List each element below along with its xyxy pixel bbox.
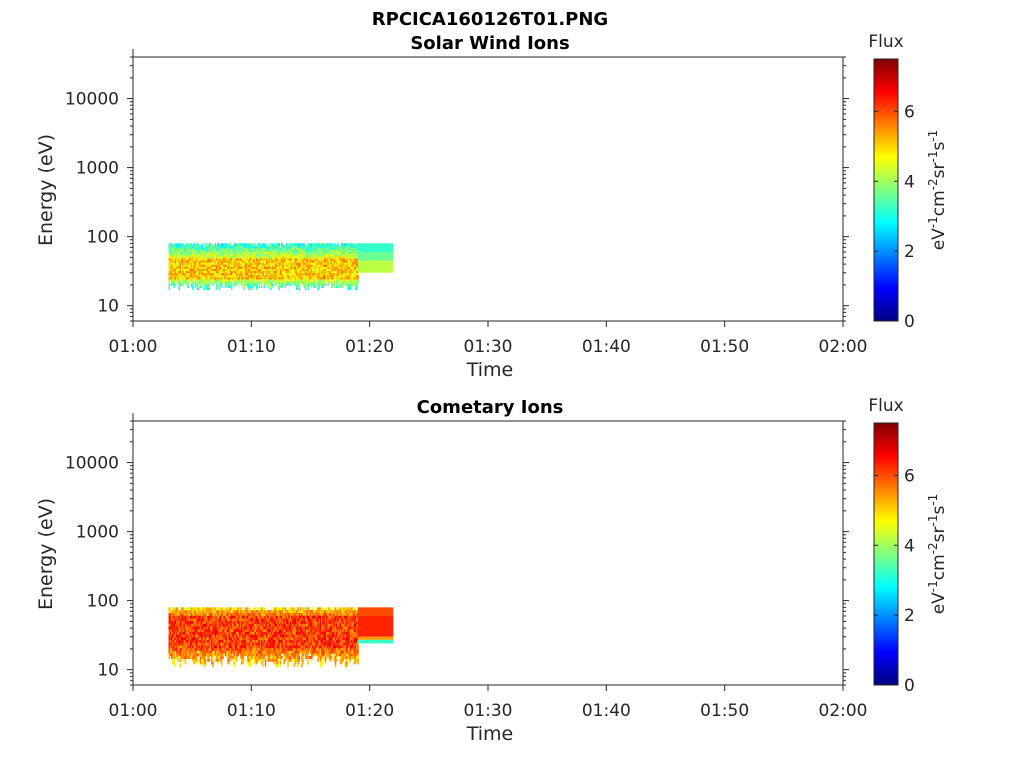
colorbar-tick-label: 2 [904, 606, 915, 626]
y-tick-label: 1000 [76, 159, 119, 179]
x-axis: 01:00 01:10 01:20 01:30 01:40 01:50 02:00 [109, 321, 868, 357]
x-axis: 01:00 01:10 01:20 01:30 01:40 01:50 02:00 [109, 685, 868, 721]
flux-band [357, 260, 394, 273]
panel-title: Solar Wind Ions [410, 33, 569, 54]
y-tick-label: 10000 [65, 90, 119, 110]
flux-band [357, 639, 394, 644]
colorbar-tick-label: 4 [904, 172, 915, 192]
flux-band [357, 607, 394, 616]
colorbar-gradient [873, 58, 899, 322]
x-tick-label: 01:40 [582, 701, 631, 721]
colorbar-tick-label: 0 [904, 312, 915, 332]
x-axis-label: Time [466, 723, 514, 745]
y-tick-label: 100 [87, 592, 119, 612]
y-tick-label: 100 [87, 228, 119, 248]
colorbar-title: Flux [868, 32, 903, 52]
x-tick-label: 01:50 [700, 701, 749, 721]
flux-band [357, 615, 394, 637]
x-tick-label: 01:30 [464, 701, 513, 721]
colorbar-title: Flux [868, 396, 903, 416]
cometary-panel: Cometary Ions 01:00 01:10 01:20 01:30 01:40 0… [35, 396, 949, 745]
y-tick-label: 10 [97, 297, 119, 317]
x-tick-label: 01:10 [227, 701, 276, 721]
x-tick-label: 01:10 [227, 337, 276, 357]
y-tick-label: 1000 [76, 523, 119, 543]
flux-band [357, 243, 394, 252]
colorbar: 0 2 4 6 [873, 422, 915, 696]
x-tick-label: 02:00 [819, 337, 868, 357]
colorbar-units: eV-1cm-2sr-1s-1 [926, 494, 949, 615]
spectrogram-area [168, 607, 394, 668]
y-axis-label: Energy (eV) [35, 134, 57, 246]
x-tick-label: 01:30 [464, 337, 513, 357]
colorbar-tick-label: 6 [904, 466, 915, 486]
colorbar: 0 2 4 6 [873, 58, 915, 332]
x-axis-label: Time [466, 359, 514, 381]
figure-title: RPCICA160126T01.PNG [372, 9, 608, 30]
spectrogram-area [168, 243, 394, 291]
colorbar-tick-label: 4 [904, 536, 915, 556]
flux-band [357, 251, 394, 261]
y-axis: 10 100 1000 10000 [65, 420, 849, 686]
colorbar-tick-label: 6 [904, 102, 915, 122]
colorbar-tick-label: 0 [904, 676, 915, 696]
colorbar-units: eV-1cm-2sr-1s-1 [926, 130, 949, 251]
x-tick-label: 01:40 [582, 337, 631, 357]
flux-band [357, 636, 394, 640]
y-axis-label: Energy (eV) [35, 498, 57, 610]
panel-title: Cometary Ions [417, 397, 564, 418]
flux-region [168, 607, 359, 668]
y-tick-label: 10000 [65, 454, 119, 474]
flux-region [168, 243, 359, 291]
x-tick-label: 02:00 [819, 701, 868, 721]
colorbar-gradient [873, 422, 899, 686]
y-tick-label: 10 [97, 661, 119, 681]
x-tick-label: 01:00 [109, 701, 158, 721]
x-tick-label: 01:20 [345, 337, 394, 357]
x-tick-label: 01:00 [109, 337, 158, 357]
x-tick-label: 01:20 [345, 701, 394, 721]
colorbar-tick-label: 2 [904, 242, 915, 262]
solar-wind-panel: Solar Wind Ions 01:00 01:10 01:20 01:30 01:4… [35, 32, 949, 381]
y-axis: 10 100 1000 10000 [65, 56, 849, 322]
x-tick-label: 01:50 [700, 337, 749, 357]
